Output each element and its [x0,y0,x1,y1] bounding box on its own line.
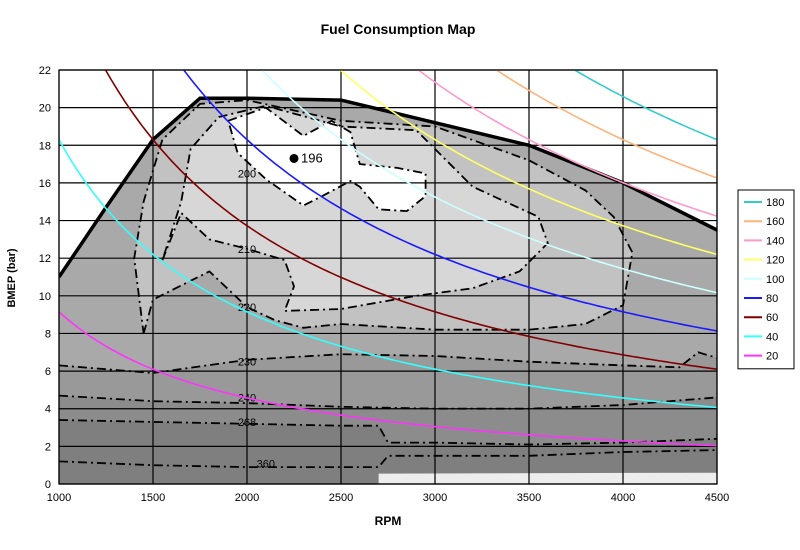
x-tick-label: 1500 [141,492,165,504]
bsfc-zone-low [378,472,717,484]
bsfc-contour-240 [59,394,717,410]
y-tick-label: 16 [39,178,51,190]
bsfc-contour-360 [59,449,717,468]
legend-label-40: 40 [766,331,778,343]
power-line-160 [495,70,717,179]
max-torque-curve [59,96,717,278]
power-lines [59,70,717,447]
y-tick-label: 6 [45,366,51,378]
legend-label-160: 160 [766,216,784,228]
x-tick-label: 2000 [235,492,259,504]
x-axis-label: RPM [375,514,402,528]
y-tick-label: 22 [39,65,51,77]
legend-label-140: 140 [766,235,784,247]
y-tick-label: 18 [39,140,51,152]
bsfc-zone-200 [228,107,426,212]
bsfc-contour-230 [59,351,717,374]
legend-label-20: 20 [766,351,778,363]
power-line-180 [573,70,717,141]
y-tick-label: 12 [39,253,51,265]
y-tick-label: 8 [45,328,51,340]
x-tick-label: 2500 [329,492,353,504]
x-tick-label: 3500 [517,492,541,504]
bsfc-contour-label: 268 [238,417,256,429]
bsfc-contour-268 [59,419,717,446]
y-tick-label: 0 [45,479,51,491]
bsfc-contour-label: 220 [238,302,256,314]
y-tick-label: 20 [39,103,51,115]
map-region-group [59,96,717,484]
power-line-20 [59,311,717,447]
legend-label-120: 120 [766,255,784,267]
y-tick-label: 10 [39,291,51,303]
plot-frame [58,69,718,485]
x-tick-label: 4500 [705,492,729,504]
legend-label-60: 60 [766,312,778,324]
power-line-80 [182,70,717,332]
bsfc-contour-210 [161,104,549,312]
legend-label-180: 180 [766,197,784,209]
bsfc-contour-label: 230 [238,357,256,369]
x-tick-label: 4000 [611,492,635,504]
min-bsfc-label: 196 [301,150,323,165]
legend-label-100: 100 [766,274,784,286]
x-tick-label: 1000 [47,492,71,504]
x-tick-label: 3000 [423,492,447,504]
chart-title: Fuel Consumption Map [321,21,476,37]
bsfc-contour-label: 360 [257,458,275,470]
power-line-120 [338,70,717,256]
power-line-60 [104,70,717,370]
y-axis-label: BMEP (bar) [6,248,18,307]
legend-label-80: 80 [766,293,778,305]
y-tick-label: 14 [39,216,51,228]
bsfc-contour-label: 210 [238,244,256,256]
bsfc-contour-220 [133,99,634,334]
power-line-100 [260,70,717,294]
y-tick-label: 4 [45,404,51,416]
power-line-40 [59,139,717,409]
power-line-140 [417,70,717,217]
y-tick-label: 2 [45,441,51,453]
legend: 180 160 140 120 100 80 60 40 20 [737,189,795,370]
plot-area: 360 268 2 4 0 230 220 210 200 1000 1500 2000 2500 300… [39,65,729,504]
bsfc-contour-label: 200 [238,169,256,181]
min-bsfc-marker [289,153,299,163]
